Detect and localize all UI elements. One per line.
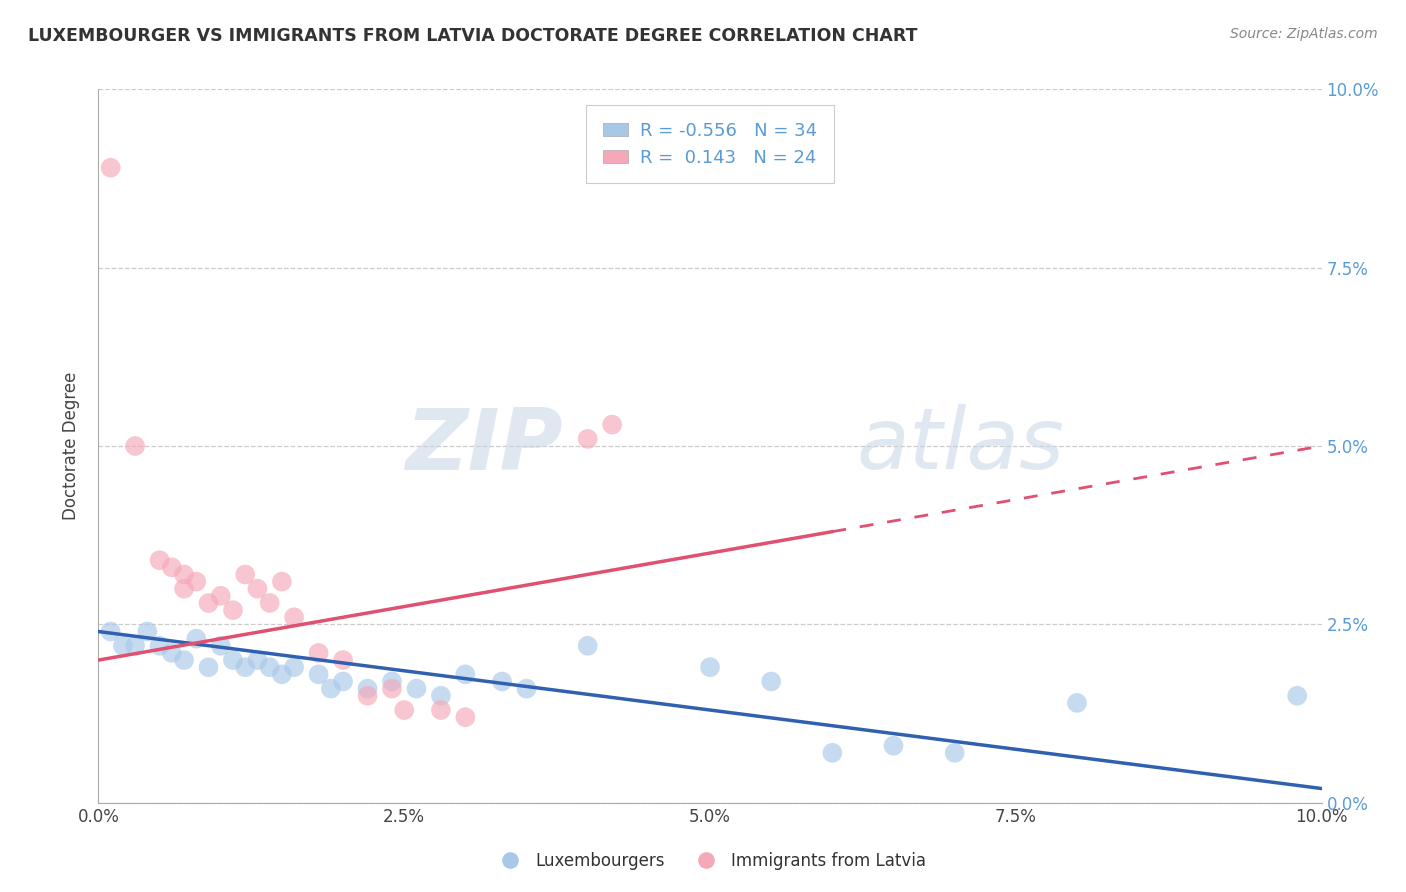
Point xyxy=(1286,689,1309,703)
Point xyxy=(160,560,183,574)
Point xyxy=(233,660,256,674)
Point xyxy=(173,567,195,582)
Point xyxy=(111,639,134,653)
Point xyxy=(576,639,599,653)
Text: atlas: atlas xyxy=(856,404,1064,488)
Point xyxy=(186,632,208,646)
Point xyxy=(173,653,195,667)
Point xyxy=(149,553,172,567)
Point xyxy=(149,639,172,653)
Point xyxy=(186,574,208,589)
Legend: Luxembourgers, Immigrants from Latvia: Luxembourgers, Immigrants from Latvia xyxy=(486,846,934,877)
Point xyxy=(283,660,305,674)
Point xyxy=(405,681,427,696)
Point xyxy=(308,646,330,660)
Point xyxy=(600,417,623,432)
Text: ZIP: ZIP xyxy=(405,404,564,488)
Point xyxy=(430,689,453,703)
Point xyxy=(576,432,599,446)
Point xyxy=(319,681,342,696)
Point xyxy=(430,703,453,717)
Text: Source: ZipAtlas.com: Source: ZipAtlas.com xyxy=(1230,27,1378,41)
Point xyxy=(160,646,183,660)
Point xyxy=(943,746,966,760)
Point xyxy=(356,689,378,703)
Point xyxy=(491,674,513,689)
Point xyxy=(197,596,219,610)
Point xyxy=(222,603,245,617)
Point xyxy=(209,589,232,603)
Point xyxy=(259,660,281,674)
Point xyxy=(883,739,905,753)
Point xyxy=(392,703,416,717)
Point xyxy=(381,674,404,689)
Point xyxy=(283,610,305,624)
Point xyxy=(454,710,477,724)
Point xyxy=(136,624,159,639)
Text: LUXEMBOURGER VS IMMIGRANTS FROM LATVIA DOCTORATE DEGREE CORRELATION CHART: LUXEMBOURGER VS IMMIGRANTS FROM LATVIA D… xyxy=(28,27,918,45)
Point xyxy=(1066,696,1088,710)
Point xyxy=(308,667,330,681)
Point xyxy=(381,681,404,696)
Point xyxy=(270,667,292,681)
Point xyxy=(100,624,122,639)
Point xyxy=(233,567,256,582)
Point xyxy=(821,746,844,760)
Point xyxy=(454,667,477,681)
Point xyxy=(209,639,232,653)
Point xyxy=(699,660,721,674)
Y-axis label: Doctorate Degree: Doctorate Degree xyxy=(62,372,80,520)
Point xyxy=(197,660,219,674)
Point xyxy=(332,653,354,667)
Point xyxy=(246,653,269,667)
Point xyxy=(222,653,245,667)
Point xyxy=(124,639,146,653)
Point xyxy=(270,574,292,589)
Point xyxy=(332,674,354,689)
Point xyxy=(246,582,269,596)
Point xyxy=(356,681,378,696)
Point xyxy=(100,161,122,175)
Point xyxy=(259,596,281,610)
Point xyxy=(173,582,195,596)
Point xyxy=(124,439,146,453)
Point xyxy=(759,674,782,689)
Point xyxy=(516,681,538,696)
